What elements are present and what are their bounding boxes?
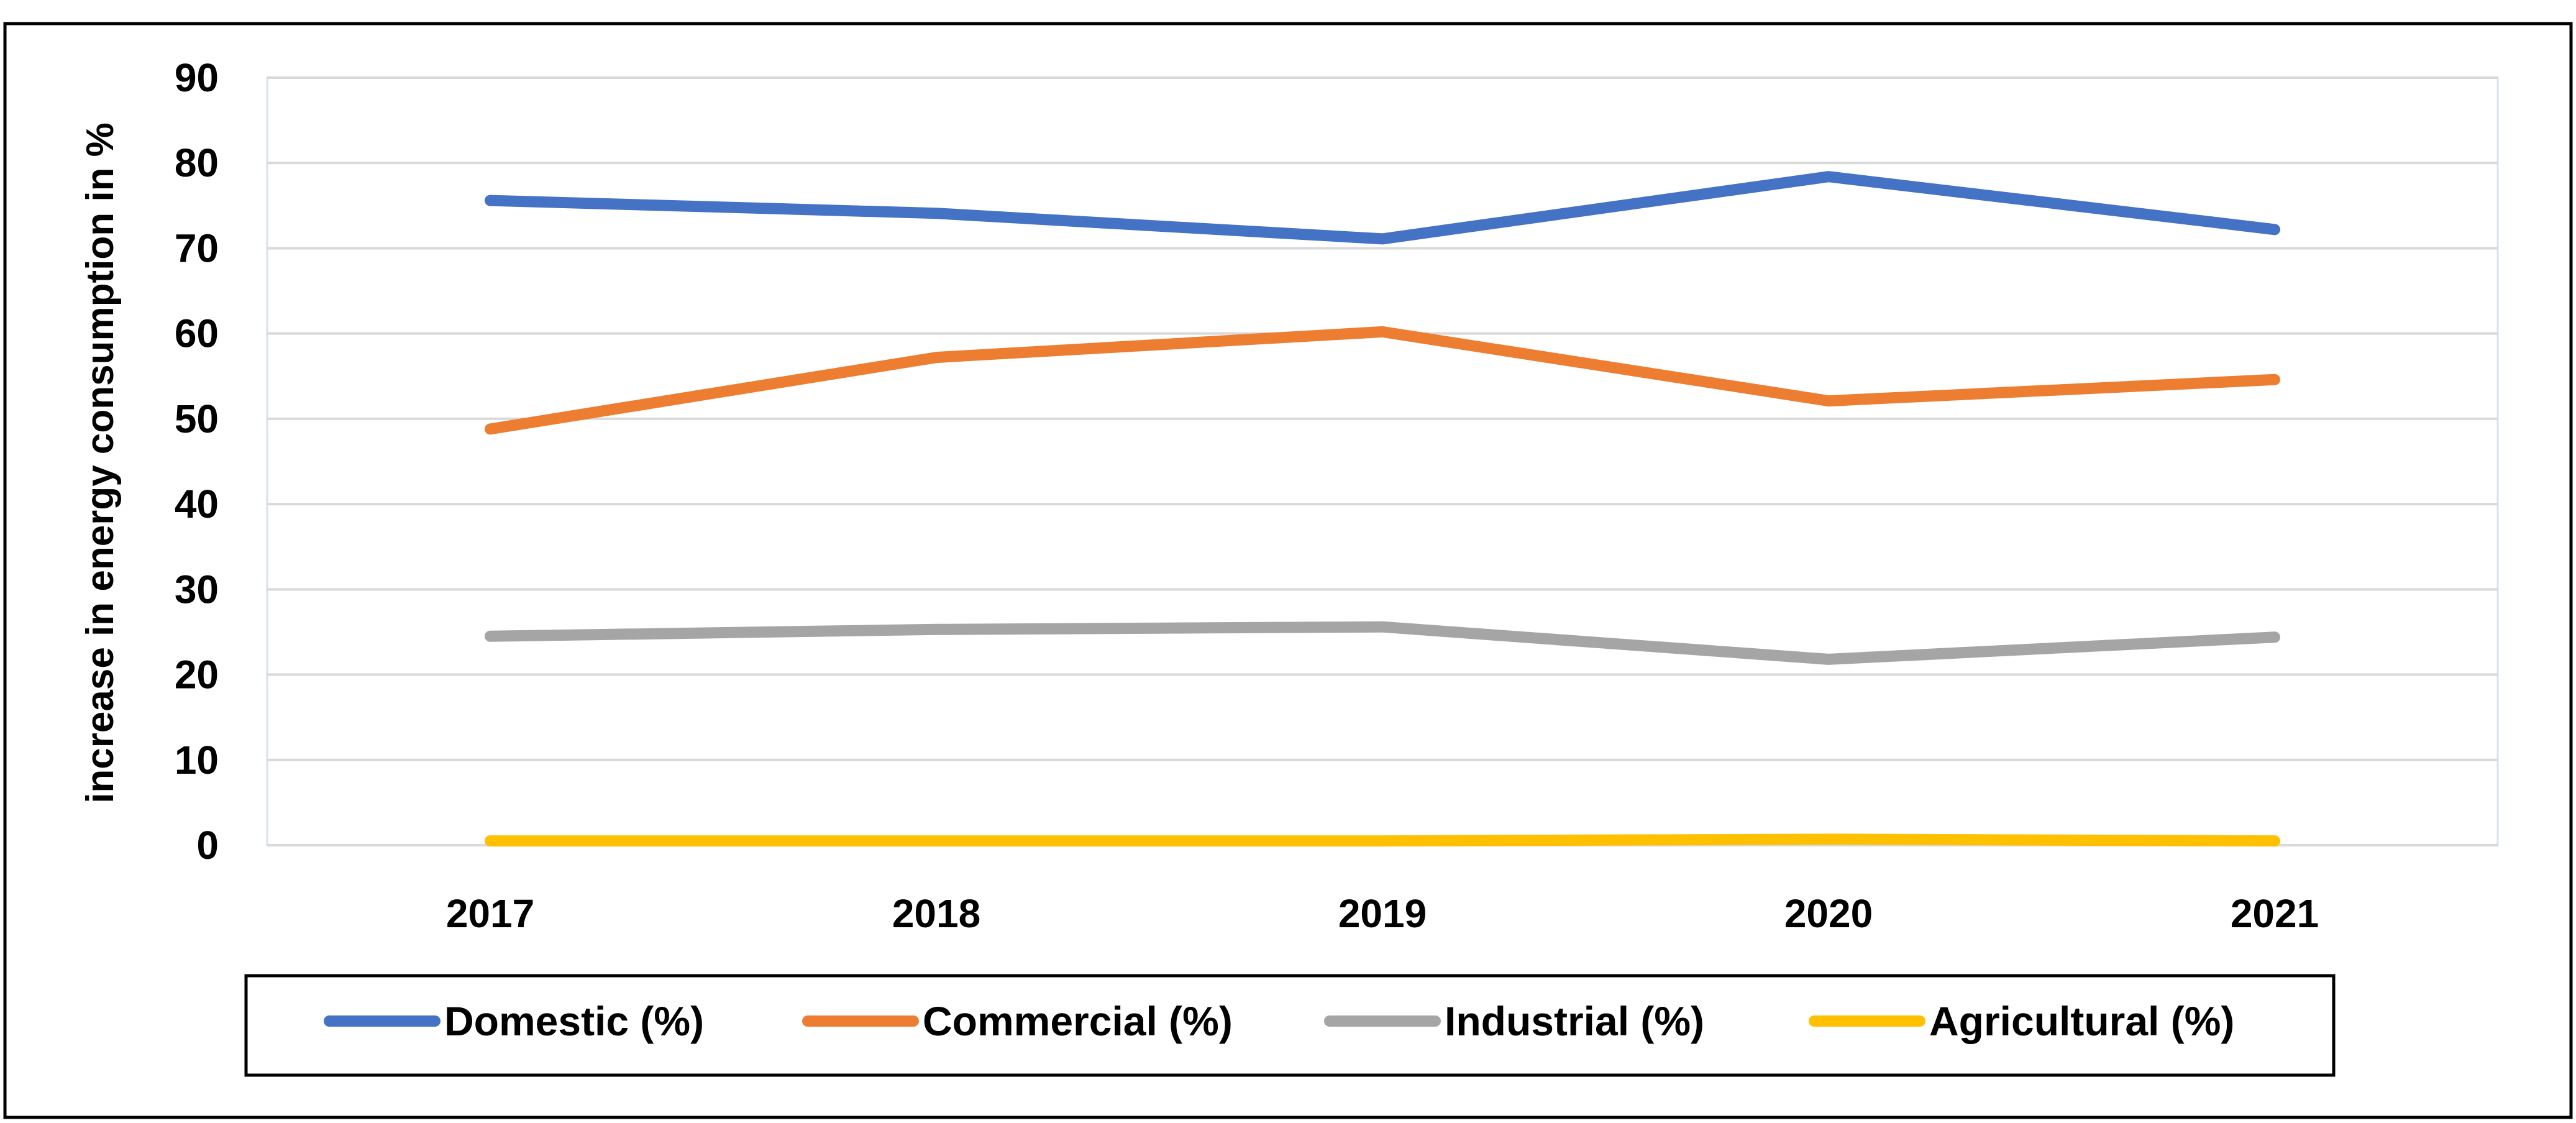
y-axis-ticks: 0 10 20 30 40 50 60 70 80 90 (175, 55, 219, 868)
x-tick-label: 2018 (892, 891, 980, 936)
y-tick-label: 60 (175, 311, 219, 356)
data-point-domestic (936, 213, 937, 214)
x-axis-ticks: 2017 2018 2019 2020 2021 (446, 891, 2319, 936)
data-point-domestic (490, 200, 491, 201)
series-lines (485, 171, 2280, 847)
y-tick-label: 20 (175, 653, 219, 697)
x-tick-label: 2017 (446, 891, 534, 936)
y-tick-label: 80 (175, 140, 219, 185)
y-tick-label: 30 (175, 567, 219, 612)
legend: Domestic (%) Commercial (%) Industrial (%)… (324, 998, 2234, 1044)
legend-label-industrial: Industrial (%) (1445, 998, 1704, 1044)
data-point-industrial (1382, 626, 1383, 628)
y-tick-label: 70 (175, 226, 219, 270)
legend-box (244, 974, 2336, 1077)
data-point-commercial (936, 357, 937, 358)
x-tick-label: 2019 (1338, 891, 1427, 936)
y-tick-label: 50 (175, 396, 219, 441)
y-axis-title: increase in energy consumption in % (79, 122, 122, 804)
legend-label-commercial: Commercial (%) (923, 998, 1233, 1044)
data-point-commercial (1382, 331, 1383, 332)
legend-label-domestic: Domestic (%) (444, 998, 704, 1044)
x-tick-label: 2020 (1784, 891, 1873, 936)
data-point-industrial (936, 629, 937, 630)
y-tick-label: 10 (175, 738, 219, 782)
chart-border (3, 22, 2573, 1119)
y-tick-label: 0 (196, 823, 219, 868)
y-tick-label: 90 (175, 55, 219, 100)
legend-label-agricultural: Agricultural (%) (1929, 998, 2234, 1044)
x-tick-label: 2021 (2231, 891, 2319, 936)
y-tick-label: 40 (175, 482, 219, 526)
